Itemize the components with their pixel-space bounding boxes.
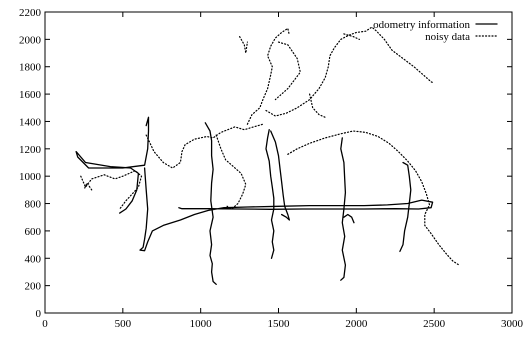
x-tick-label: 0 xyxy=(42,318,48,330)
x-tick-label: 1500 xyxy=(268,318,291,330)
noisy-data-series xyxy=(80,26,460,266)
y-tick-label: 1200 xyxy=(19,144,42,156)
x-tick-label: 2500 xyxy=(423,318,446,330)
y-tick-label: 1400 xyxy=(19,116,42,128)
x-tick-label: 500 xyxy=(115,318,132,330)
odometry-line xyxy=(340,137,347,281)
odometry-line xyxy=(399,161,412,253)
y-tick-label: 1000 xyxy=(19,171,42,183)
noisy-data-line xyxy=(215,134,247,210)
x-tick-label: 3000 xyxy=(501,318,524,330)
plot-frame xyxy=(44,11,513,314)
y-tick-label: 200 xyxy=(25,281,42,293)
y-tick-label: 400 xyxy=(25,253,42,265)
y-tick-label: 0 xyxy=(36,308,42,320)
odometry-series xyxy=(75,116,434,285)
x-tick-label: 1000 xyxy=(190,318,213,330)
noisy-data-line xyxy=(246,27,290,125)
noisy-data-line xyxy=(309,93,326,118)
odometry-line xyxy=(75,116,150,214)
odometry-line xyxy=(265,129,275,259)
y-tick-label: 800 xyxy=(25,199,42,211)
plot-border xyxy=(44,11,513,314)
noisy-data-line xyxy=(239,36,248,54)
y-tick-label: 1600 xyxy=(19,89,42,101)
odometry-line xyxy=(204,122,217,285)
series-layer xyxy=(75,26,460,285)
noisy-data-line xyxy=(80,169,143,210)
legend-label-odometry: odometry information xyxy=(373,19,470,31)
noisy-data-line xyxy=(265,26,435,117)
y-tick-label: 2200 xyxy=(19,7,42,19)
tick-marks xyxy=(44,11,513,314)
x-tick-label: 2000 xyxy=(345,318,368,330)
y-tick-label: 2000 xyxy=(19,34,42,46)
noisy-data-line xyxy=(145,123,264,169)
noisy-data-line xyxy=(343,33,360,40)
legend-label-noisy-data: noisy data xyxy=(425,31,470,43)
y-tick-label: 1800 xyxy=(19,62,42,74)
noisy-data-line xyxy=(83,181,93,191)
noisy-data-line xyxy=(274,41,301,101)
odometry-line xyxy=(343,213,355,224)
noisy-data-line xyxy=(287,130,460,266)
odometry-line xyxy=(270,130,291,221)
odometry-line xyxy=(139,167,434,252)
y-tick-label: 600 xyxy=(25,226,42,238)
tick-labels: 0 500 1000 1500 2000 2500 3000 0 200 400 600 800 100… xyxy=(19,7,524,330)
